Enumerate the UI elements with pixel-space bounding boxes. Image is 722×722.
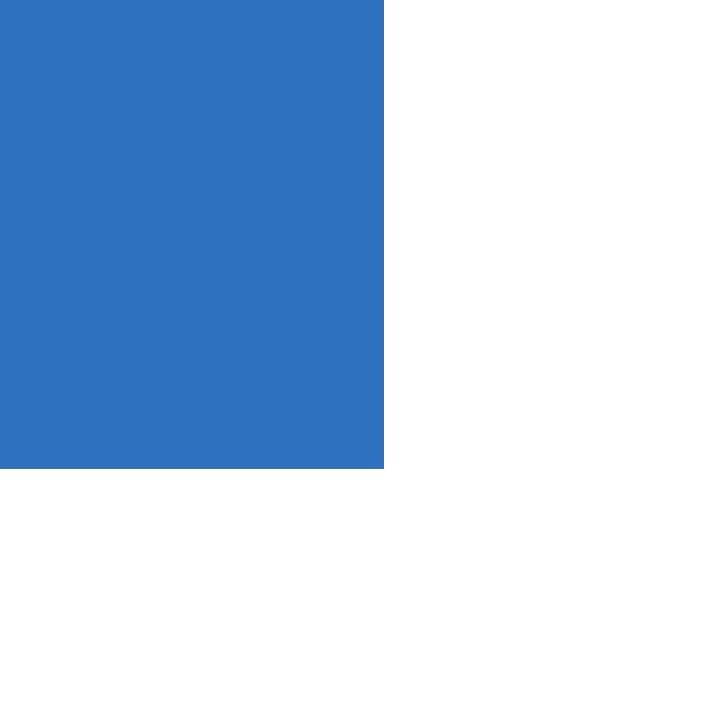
blue-rectangle (0, 0, 384, 469)
